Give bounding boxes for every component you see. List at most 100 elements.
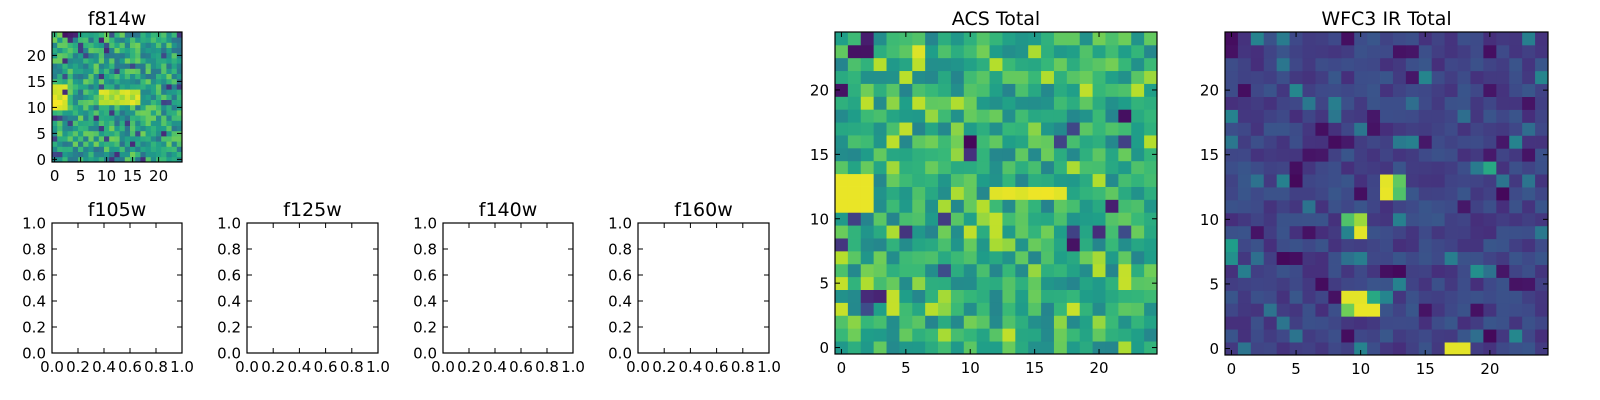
heatmap-cell	[925, 250, 939, 265]
heatmap-cell	[899, 328, 913, 342]
heatmap-cell	[166, 151, 172, 158]
heatmap-cell	[145, 151, 152, 158]
heatmap-cell	[899, 122, 913, 136]
heatmap-cell	[119, 37, 126, 43]
heatmap-cell	[1431, 44, 1446, 59]
heatmap-cell	[1289, 161, 1303, 175]
heatmap-cell	[1431, 316, 1446, 330]
heatmap-cell	[1105, 109, 1119, 123]
heatmap-cell	[1483, 303, 1497, 317]
heatmap-cell	[1302, 264, 1316, 278]
heatmap-cell	[1418, 238, 1433, 253]
heatmap-cell	[1328, 316, 1342, 330]
heatmap-cell	[145, 84, 152, 90]
heatmap-cell	[1131, 225, 1145, 239]
heatmap-cell	[1289, 44, 1303, 59]
heatmap-cell	[62, 151, 68, 158]
heatmap-cell	[57, 47, 63, 54]
heatmap-cell	[1289, 70, 1303, 85]
heatmap-cell	[88, 125, 94, 132]
heatmap-cell	[1367, 109, 1381, 123]
x-tick-label: 0.6	[314, 358, 338, 376]
heatmap-cell	[1041, 315, 1055, 329]
heatmap-cell	[1535, 316, 1549, 330]
heatmap-cell	[156, 99, 162, 106]
heatmap-cell	[1444, 225, 1458, 240]
heatmap-cell	[1053, 341, 1068, 355]
heatmap-cell	[150, 141, 157, 147]
heatmap-cell	[1237, 290, 1252, 304]
heatmap-cell	[1341, 32, 1355, 46]
heatmap-cell	[1131, 57, 1145, 72]
heatmap-cell	[847, 57, 862, 72]
heatmap-cell	[62, 73, 68, 80]
x-tick-label: 0.2	[652, 358, 676, 376]
heatmap-cell	[52, 63, 58, 69]
heatmap-cell	[1483, 316, 1497, 330]
heatmap-cell	[156, 47, 162, 54]
heatmap-cell	[171, 141, 178, 147]
heatmap-cell	[1276, 225, 1290, 240]
axes-frame	[51, 222, 183, 354]
heatmap-cell	[176, 110, 183, 116]
heatmap-cell	[1002, 302, 1016, 316]
heatmap-cell	[1496, 225, 1510, 240]
heatmap-cell	[171, 32, 178, 38]
heatmap-cell	[860, 57, 875, 72]
heatmap-cell	[62, 52, 68, 59]
heatmap-cell	[1367, 57, 1381, 72]
heatmap-cell	[176, 115, 183, 121]
x-tick-label: 0.4	[483, 358, 507, 376]
heatmap-cell	[98, 104, 105, 111]
heatmap-cell	[1225, 174, 1239, 188]
heatmap-cell	[912, 328, 926, 342]
heatmap-cell	[1328, 251, 1342, 265]
heatmap-cell	[67, 146, 74, 152]
heatmap-cell	[950, 83, 965, 97]
heatmap-cell	[1053, 328, 1068, 342]
heatmap-cell	[886, 122, 900, 136]
heatmap-cell	[1522, 212, 1536, 227]
heatmap-cell	[1144, 70, 1158, 84]
heatmap-cell	[57, 42, 63, 48]
heatmap-cell	[1144, 341, 1158, 355]
heatmap-cell	[1302, 238, 1316, 253]
heatmap-cell	[1237, 251, 1252, 265]
heatmap-cell	[1263, 316, 1278, 330]
heatmap-cell	[899, 96, 913, 110]
heatmap-cell	[130, 37, 136, 43]
heatmap-cell	[1131, 250, 1145, 265]
heatmap-cell	[1457, 329, 1471, 343]
heatmap-cell	[176, 58, 183, 64]
heatmap-cell	[1263, 251, 1278, 265]
heatmap-cell	[963, 250, 978, 265]
heatmap-cell	[1015, 238, 1029, 252]
heatmap-cell	[171, 146, 178, 152]
x-tick-label: 0.6	[705, 358, 729, 376]
heatmap-cell	[1315, 44, 1329, 59]
heatmap-cell	[114, 78, 120, 85]
heatmap-cell	[1144, 199, 1158, 213]
heatmap-cell	[1079, 328, 1093, 342]
x-tick-label: 0.2	[457, 358, 481, 376]
heatmap-cell	[1041, 302, 1055, 316]
heatmap-cell	[83, 78, 89, 85]
heatmap-cell	[963, 173, 978, 187]
heatmap-cell	[1470, 303, 1484, 317]
heatmap-cell	[1118, 225, 1132, 239]
heatmap-cell	[150, 156, 157, 163]
heatmap-cell	[135, 89, 141, 95]
heatmap-cell	[835, 341, 849, 355]
heatmap-cell	[963, 328, 978, 342]
heatmap-cell	[950, 225, 965, 239]
heatmap-cell	[1431, 225, 1446, 240]
heatmap-cell	[62, 156, 68, 163]
heatmap-cell	[109, 151, 115, 158]
heatmap-cell	[938, 289, 952, 303]
x-tick-label: 0	[1227, 360, 1237, 378]
heatmap-cell	[1328, 70, 1342, 85]
heatmap-cell	[1015, 328, 1029, 342]
heatmap-cell	[1483, 83, 1497, 97]
heatmap-cell	[1380, 264, 1394, 278]
